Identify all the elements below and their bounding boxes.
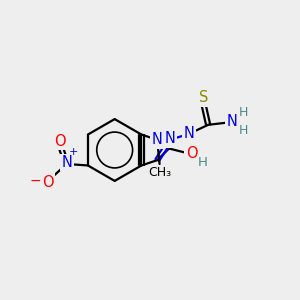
Text: O: O — [186, 146, 197, 161]
Text: O: O — [42, 175, 54, 190]
Text: S: S — [199, 90, 208, 105]
Text: N: N — [226, 114, 237, 129]
Text: H: H — [239, 106, 248, 119]
Text: N: N — [165, 131, 176, 146]
Text: H: H — [239, 124, 248, 137]
Text: N: N — [61, 155, 72, 170]
Text: +: + — [68, 147, 78, 157]
Text: CH₃: CH₃ — [148, 166, 172, 179]
Text: N: N — [183, 126, 194, 141]
Text: N: N — [152, 132, 163, 147]
Text: O: O — [54, 134, 65, 149]
Text: H: H — [198, 156, 208, 169]
Text: −: − — [30, 174, 42, 188]
